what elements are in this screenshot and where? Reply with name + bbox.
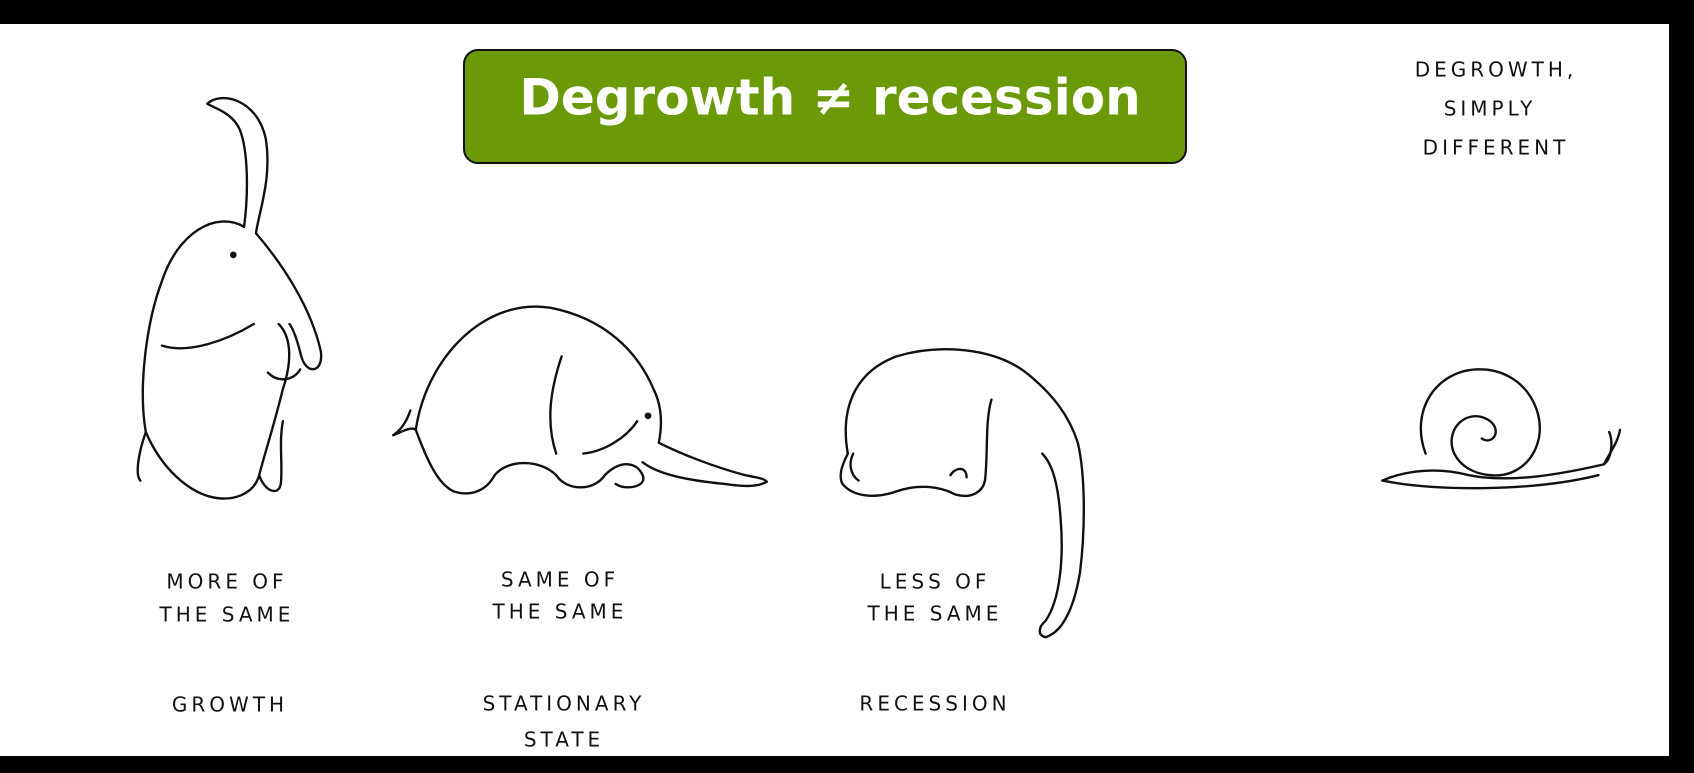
caption: MORE OF (166, 570, 287, 594)
label: RECESSION (859, 692, 1010, 716)
caption: THE SAME (492, 600, 628, 624)
caption: LESS OF (880, 570, 991, 594)
caption: SIMPLY (1444, 97, 1537, 121)
label: STATE (524, 728, 604, 752)
label: STATIONARY (483, 692, 646, 716)
caption: THE SAME (867, 602, 1003, 626)
title: Degrowth ≠ recession (519, 69, 1140, 127)
label: GROWTH (172, 693, 288, 717)
caption: SAME OF (501, 568, 619, 592)
caption: DEGROWTH, (1415, 58, 1578, 82)
caption: THE SAME (159, 603, 295, 627)
slide: Degrowth ≠ recession (0, 0, 1694, 773)
caption: DIFFERENT (1423, 136, 1570, 160)
